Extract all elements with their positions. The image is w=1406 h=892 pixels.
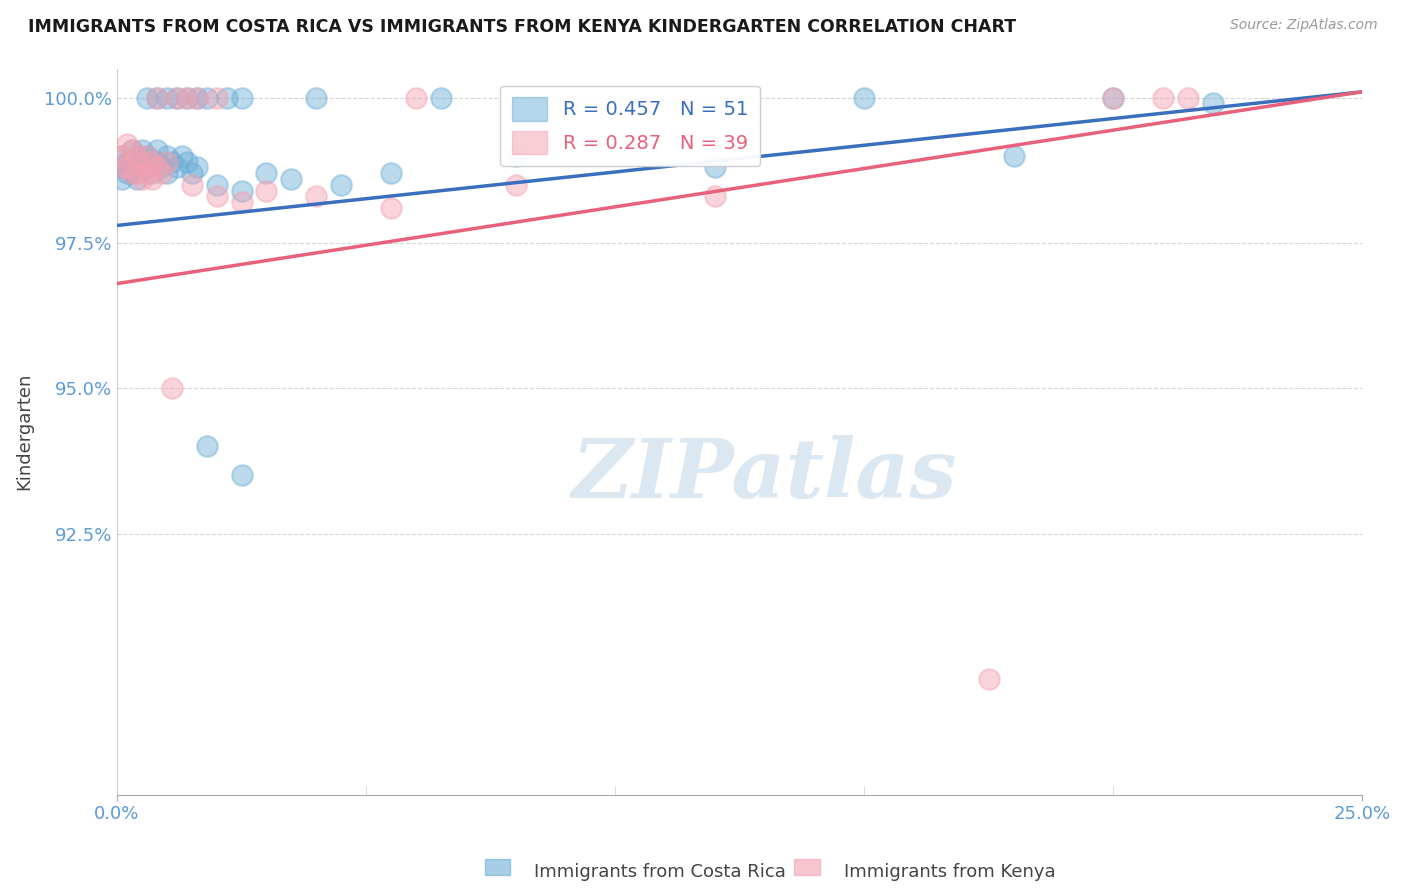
- Point: [305, 90, 328, 104]
- Point: [135, 166, 157, 180]
- Point: [180, 166, 202, 180]
- Point: [1102, 90, 1125, 104]
- Point: [176, 154, 198, 169]
- Point: [330, 178, 353, 192]
- Point: [131, 172, 153, 186]
- Point: [176, 90, 198, 104]
- Point: [135, 149, 157, 163]
- Point: [141, 166, 163, 180]
- Point: [170, 149, 193, 163]
- Point: [115, 137, 138, 152]
- Point: [125, 149, 148, 163]
- Point: [166, 161, 188, 175]
- Point: [380, 166, 402, 180]
- Text: IMMIGRANTS FROM COSTA RICA VS IMMIGRANTS FROM KENYA KINDERGARTEN CORRELATION CHA: IMMIGRANTS FROM COSTA RICA VS IMMIGRANTS…: [28, 18, 1017, 36]
- Point: [254, 184, 277, 198]
- Point: [141, 172, 163, 186]
- Point: [131, 143, 153, 157]
- Point: [430, 90, 453, 104]
- Y-axis label: Kindergarten: Kindergarten: [15, 373, 32, 491]
- Point: [703, 189, 725, 203]
- Point: [205, 189, 228, 203]
- Point: [121, 143, 143, 157]
- Point: [146, 161, 169, 175]
- Point: [141, 154, 163, 169]
- Point: [195, 90, 218, 104]
- Point: [131, 154, 153, 169]
- Point: [125, 149, 148, 163]
- Point: [1152, 90, 1174, 104]
- Point: [160, 154, 183, 169]
- Point: [156, 166, 179, 180]
- Point: [150, 161, 173, 175]
- Point: [135, 90, 157, 104]
- Point: [1177, 90, 1199, 104]
- Point: [505, 178, 527, 192]
- Point: [160, 381, 183, 395]
- Point: [1002, 149, 1025, 163]
- Point: [231, 184, 253, 198]
- Point: [405, 90, 427, 104]
- Point: [115, 161, 138, 175]
- Point: [195, 439, 218, 453]
- Point: [305, 189, 328, 203]
- Point: [505, 149, 527, 163]
- Point: [111, 161, 134, 175]
- Point: [131, 154, 153, 169]
- Text: Immigrants from Costa Rica: Immigrants from Costa Rica: [534, 863, 786, 881]
- Point: [141, 154, 163, 169]
- Point: [150, 166, 173, 180]
- Point: [146, 90, 169, 104]
- Point: [977, 672, 1000, 686]
- Point: [111, 149, 134, 163]
- Point: [125, 172, 148, 186]
- Point: [166, 90, 188, 104]
- FancyBboxPatch shape: [794, 859, 820, 875]
- Point: [111, 161, 134, 175]
- Point: [125, 161, 148, 175]
- Point: [125, 166, 148, 180]
- FancyBboxPatch shape: [485, 859, 510, 875]
- Point: [115, 166, 138, 180]
- Point: [231, 90, 253, 104]
- Point: [121, 166, 143, 180]
- Point: [135, 161, 157, 175]
- Point: [156, 90, 179, 104]
- Point: [703, 161, 725, 175]
- Point: [156, 149, 179, 163]
- Point: [205, 178, 228, 192]
- Point: [215, 90, 238, 104]
- Point: [135, 149, 157, 163]
- Point: [121, 154, 143, 169]
- Point: [180, 178, 202, 192]
- Point: [280, 172, 302, 186]
- Legend: R = 0.457   N = 51, R = 0.287   N = 39: R = 0.457 N = 51, R = 0.287 N = 39: [501, 86, 759, 166]
- Point: [380, 201, 402, 215]
- Text: ZIPatlas: ZIPatlas: [572, 435, 957, 516]
- Point: [146, 143, 169, 157]
- Point: [1102, 90, 1125, 104]
- Point: [146, 154, 169, 169]
- Text: Source: ZipAtlas.com: Source: ZipAtlas.com: [1230, 18, 1378, 32]
- Point: [111, 149, 134, 163]
- Point: [254, 166, 277, 180]
- Point: [231, 195, 253, 210]
- Point: [231, 468, 253, 483]
- Point: [186, 161, 208, 175]
- Point: [166, 90, 188, 104]
- Point: [853, 90, 876, 104]
- Text: Immigrants from Kenya: Immigrants from Kenya: [844, 863, 1056, 881]
- Point: [186, 90, 208, 104]
- Point: [156, 154, 179, 169]
- Point: [205, 90, 228, 104]
- Point: [111, 172, 134, 186]
- Point: [1202, 96, 1225, 111]
- Point: [115, 154, 138, 169]
- Point: [146, 90, 169, 104]
- Point: [121, 143, 143, 157]
- Point: [176, 90, 198, 104]
- Point: [186, 90, 208, 104]
- Point: [121, 166, 143, 180]
